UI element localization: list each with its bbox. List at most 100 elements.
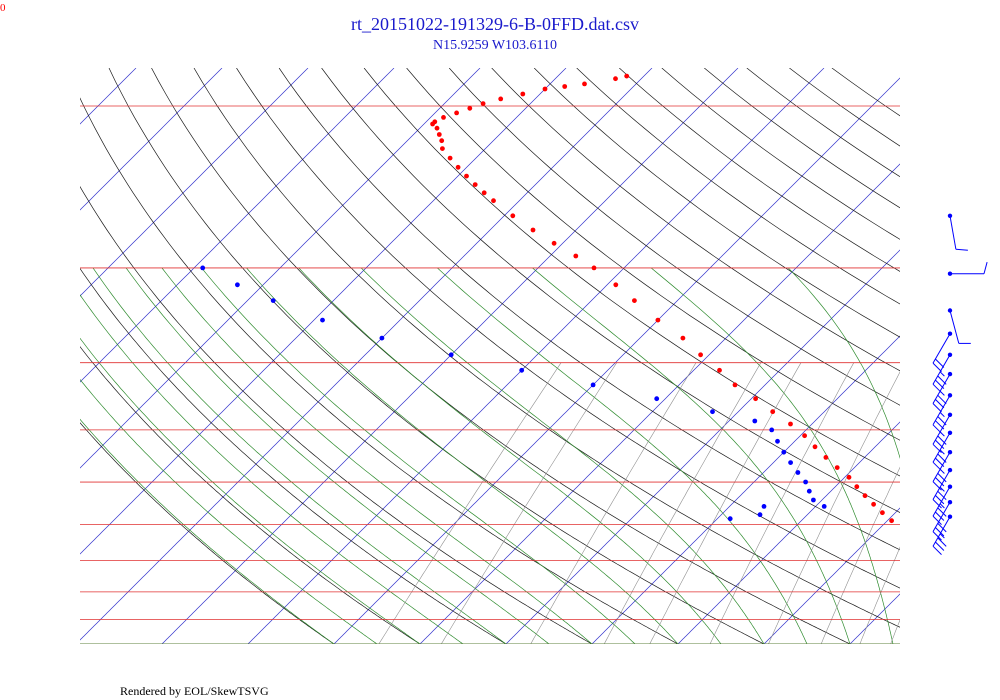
- wind-barb: [932, 371, 953, 413]
- temperature-point: [434, 125, 440, 131]
- temperature-point: [624, 73, 630, 79]
- moist-adiabat-line: [80, 337, 421, 644]
- wind-barb: [932, 450, 953, 491]
- temperature-point: [481, 190, 487, 196]
- temperature-point: [573, 253, 579, 259]
- temperature-point: [562, 84, 568, 89]
- mixing-ratio-line: [859, 546, 900, 644]
- dewpoint-point: [795, 470, 801, 475]
- wind-barb-flag: [935, 511, 945, 521]
- wind-barb-flag: [932, 481, 942, 491]
- wind-barb-flag: [939, 412, 945, 418]
- mixing-ratio-line: [890, 619, 900, 644]
- dewpoint-point: [781, 449, 787, 455]
- dry-adiabat-line: [236, 68, 900, 589]
- wind-barb-flag: [935, 358, 945, 368]
- temperature-point: [889, 518, 894, 524]
- wind-barb-flag: [932, 403, 942, 413]
- isotherm-line: [763, 507, 900, 644]
- chart-title: rt_20151022-191329-6-B-0FFD.dat.csv: [351, 14, 639, 34]
- temperature-point: [680, 335, 686, 341]
- dewpoint-point: [775, 438, 780, 444]
- temperature-point: [717, 367, 722, 373]
- wind-barb-flag: [939, 533, 945, 539]
- wind-barb-staff: [932, 354, 951, 385]
- wind-barb-dot: [947, 308, 953, 313]
- dewpoint-point: [590, 382, 596, 388]
- chart-titles: rt_20151022-191329-6-B-0FFD.dat.csv N15.…: [0, 2, 639, 698]
- mixing-ratio-line: [530, 362, 697, 644]
- dry-adiabat-line: [151, 68, 851, 644]
- dewpoint-point: [710, 409, 715, 415]
- dewpoint-point: [803, 479, 808, 485]
- isotherm-line: [849, 593, 900, 644]
- temperature-point: [753, 396, 758, 402]
- temperature-point: [510, 213, 516, 219]
- temperature-point: [440, 146, 445, 152]
- dry-adiabat-line: [491, 68, 900, 372]
- temperature-point: [770, 409, 776, 415]
- dewpoint-point: [752, 418, 758, 424]
- dewpoint-point: [448, 352, 454, 358]
- wind-barb-flag: [937, 435, 947, 445]
- wind-barb: [932, 412, 953, 454]
- mixing-ratio-line: [709, 362, 855, 644]
- mixing-ratio-line: [990, 363, 1000, 644]
- temperature-point: [846, 474, 852, 480]
- temperature-point: [520, 91, 526, 97]
- temperature-point: [802, 433, 807, 439]
- temperature-point: [591, 265, 597, 271]
- dewpoint-point: [200, 265, 206, 271]
- wind-barb-dot: [947, 430, 953, 435]
- wind-barb: [947, 308, 971, 344]
- dry-adiabat-line: [533, 68, 900, 338]
- moist-adiabat-line: [532, 267, 851, 644]
- mixing-ratio-line: [649, 362, 802, 644]
- wind-barb-flag: [932, 362, 942, 372]
- temperature-point: [613, 282, 619, 288]
- isotherm-line: [80, 68, 567, 555]
- wind-barb-flag: [935, 495, 945, 505]
- mixing-ratio-line: [603, 362, 762, 644]
- wind-barb-staff: [949, 310, 960, 344]
- dewpoint-point: [821, 504, 827, 509]
- temperature-point: [834, 465, 840, 470]
- temperature-point: [812, 444, 818, 450]
- isotherm-line: [247, 68, 825, 644]
- temperature-point: [480, 101, 486, 106]
- temperature-point: [823, 455, 829, 460]
- temperature-point: [430, 121, 435, 127]
- dry-adiabat-line: [80, 97, 679, 644]
- wind-barb-flag: [939, 449, 945, 455]
- temperature-point: [441, 115, 446, 120]
- temperature-point: [447, 155, 453, 161]
- wind-barb-staff: [932, 469, 951, 500]
- temperature-point: [439, 138, 445, 144]
- dewpoint-point: [235, 282, 240, 288]
- wind-barb-flag: [937, 473, 947, 483]
- temperature-point: [472, 182, 478, 188]
- dry-adiabat-line: [80, 422, 335, 644]
- dewpoint-point: [811, 497, 816, 503]
- dewpoint-point: [320, 317, 325, 323]
- dry-adiabat-line: [108, 68, 765, 644]
- chart-series: [200, 73, 894, 524]
- temperature-point: [854, 484, 860, 490]
- wind-barb-dot: [947, 393, 953, 398]
- temperature-point: [464, 173, 469, 179]
- dry-adiabat-line: [789, 68, 900, 147]
- wind-barb-staff: [932, 395, 951, 426]
- isotherm-line: [936, 68, 1000, 644]
- wind-barb-flag: [939, 390, 945, 396]
- mixing-ratio-line: [948, 363, 1000, 644]
- wind-barb-staff: [932, 501, 951, 532]
- dry-adiabat-line: [831, 68, 900, 117]
- isotherm-line: [677, 421, 900, 644]
- wind-barb-staff: [932, 333, 951, 364]
- chart-subtitle: N15.9259 W103.6110: [433, 38, 557, 53]
- dry-adiabat-line: [80, 185, 593, 644]
- wind-barb: [947, 213, 968, 251]
- temperature-point: [542, 86, 548, 92]
- temperature-point: [862, 493, 868, 499]
- dewpoint-point: [806, 488, 812, 494]
